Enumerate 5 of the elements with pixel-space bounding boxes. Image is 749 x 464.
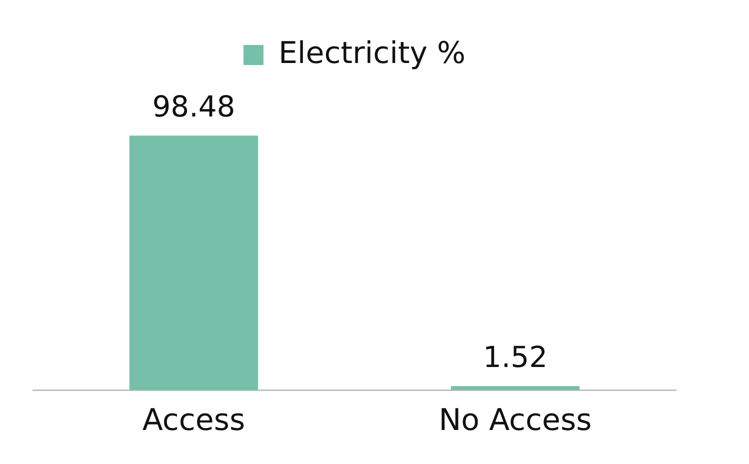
x-tick-label: No Access [438, 402, 592, 438]
legend-label: Electricity % [278, 36, 466, 71]
data-label: 98.48 [152, 90, 236, 124]
data-label: 1.52 [482, 340, 548, 374]
x-tick-label: Access [142, 402, 246, 438]
